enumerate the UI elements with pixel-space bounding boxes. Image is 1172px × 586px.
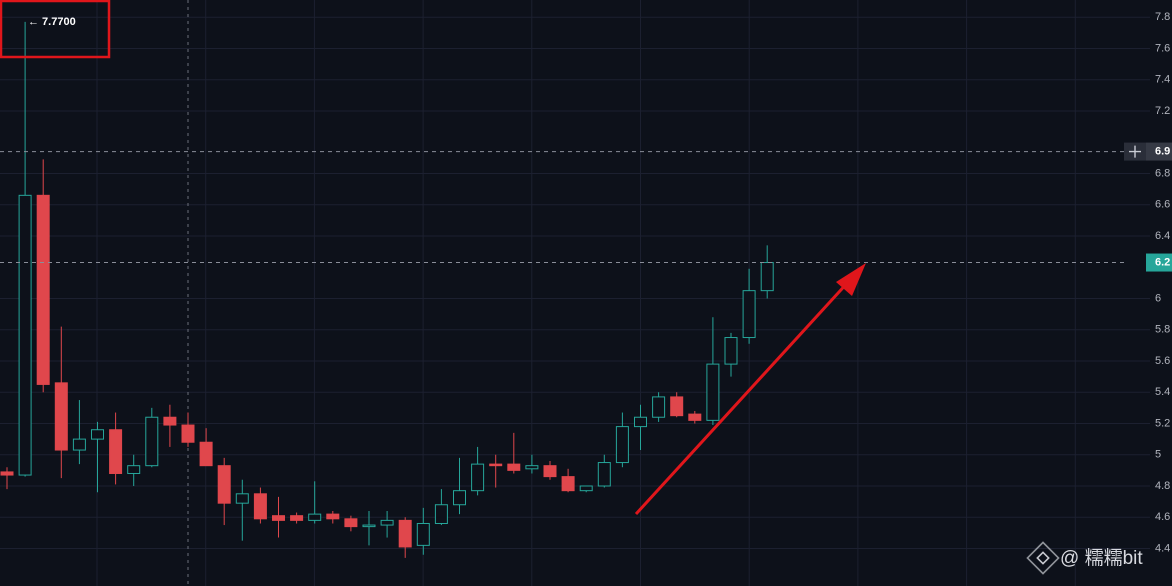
candle-body [742, 290, 756, 339]
candle-body [326, 513, 340, 520]
arrow-head [836, 263, 866, 296]
arrow-shaft [634, 278, 852, 516]
candle-body [760, 262, 774, 292]
candle-body [362, 524, 376, 528]
watermark-text: @ 糯糯bit [1060, 547, 1143, 569]
y-tick-label: 4.4 [1155, 542, 1170, 554]
candle-body [72, 438, 86, 451]
y-tick-label: 4.6 [1155, 511, 1170, 523]
y-tick-label: 6.8 [1155, 167, 1170, 179]
y-tick-label: 6.6 [1155, 199, 1170, 211]
candle-body [688, 413, 702, 421]
crosshair-icon [1129, 145, 1141, 158]
candle-body [489, 463, 503, 467]
candle-body [579, 485, 593, 492]
y-tick-label: 4.8 [1155, 480, 1170, 492]
y-tick-label: 6 [1155, 292, 1161, 304]
candle-body [543, 465, 557, 478]
candle-body [471, 463, 485, 492]
candle-body [525, 465, 539, 470]
high-annotation: ← 7.7700 [28, 16, 76, 28]
y-tick-label: 5 [1155, 449, 1161, 461]
price-label-box [1146, 253, 1172, 272]
candle-body [145, 416, 159, 467]
candle-body [91, 429, 104, 440]
watermark: @ 糯糯bit [1026, 541, 1143, 575]
candle-body [434, 504, 448, 524]
price-label-box [1146, 142, 1172, 161]
candle-body [217, 465, 231, 504]
candle-body [290, 515, 304, 521]
candle-body [634, 416, 647, 428]
candle-body [507, 463, 521, 471]
candle-body [199, 441, 213, 467]
y-tick-label: 5.6 [1155, 355, 1170, 367]
candle-body [724, 337, 738, 365]
candle-body [652, 396, 666, 418]
candle-body [706, 363, 720, 421]
candle-body [597, 462, 611, 487]
candle-body [109, 429, 123, 474]
candle-body [308, 513, 322, 521]
watermark-logo [1026, 541, 1060, 575]
price-label: 6.9 [1155, 145, 1170, 157]
candle-body [181, 424, 195, 443]
candle-body [36, 194, 50, 385]
y-tick-label: 7.2 [1155, 105, 1170, 117]
y-tick-label: 5.4 [1155, 386, 1170, 398]
candle-body [670, 396, 684, 417]
highlight-box [0, 0, 111, 59]
y-tick-label: 6.4 [1155, 230, 1170, 242]
price-label: 6.2 [1155, 256, 1170, 268]
candle-body [163, 416, 177, 426]
candle-body [127, 465, 141, 474]
y-tick-label: 5.2 [1155, 417, 1170, 429]
candle-body [18, 194, 32, 476]
candle-body [344, 518, 358, 528]
candle-body [453, 490, 466, 506]
candle-body [272, 515, 285, 521]
y-tick-label: 7.6 [1155, 42, 1170, 54]
candle-body [615, 426, 629, 464]
plot [0, 21, 1124, 558]
y-tick-label: 7.8 [1155, 11, 1170, 23]
trend-arrow [634, 263, 866, 516]
y-tick-label: 5.8 [1155, 324, 1170, 336]
candle-body [235, 493, 249, 504]
candle-body [398, 519, 412, 548]
candle-body [0, 471, 14, 476]
candle-body [380, 519, 394, 526]
candle-body [253, 493, 267, 520]
candle-body [561, 476, 575, 492]
y-axis: 7.8 7.6 7.4 7.2 6.8 6.6 6.4 6 5.8 5.6 5.4 5.2 5 4.8 4.… [1124, 11, 1172, 554]
y-tick-label: 7.4 [1155, 74, 1170, 86]
candle-body [54, 382, 68, 451]
candle-body [416, 522, 430, 546]
